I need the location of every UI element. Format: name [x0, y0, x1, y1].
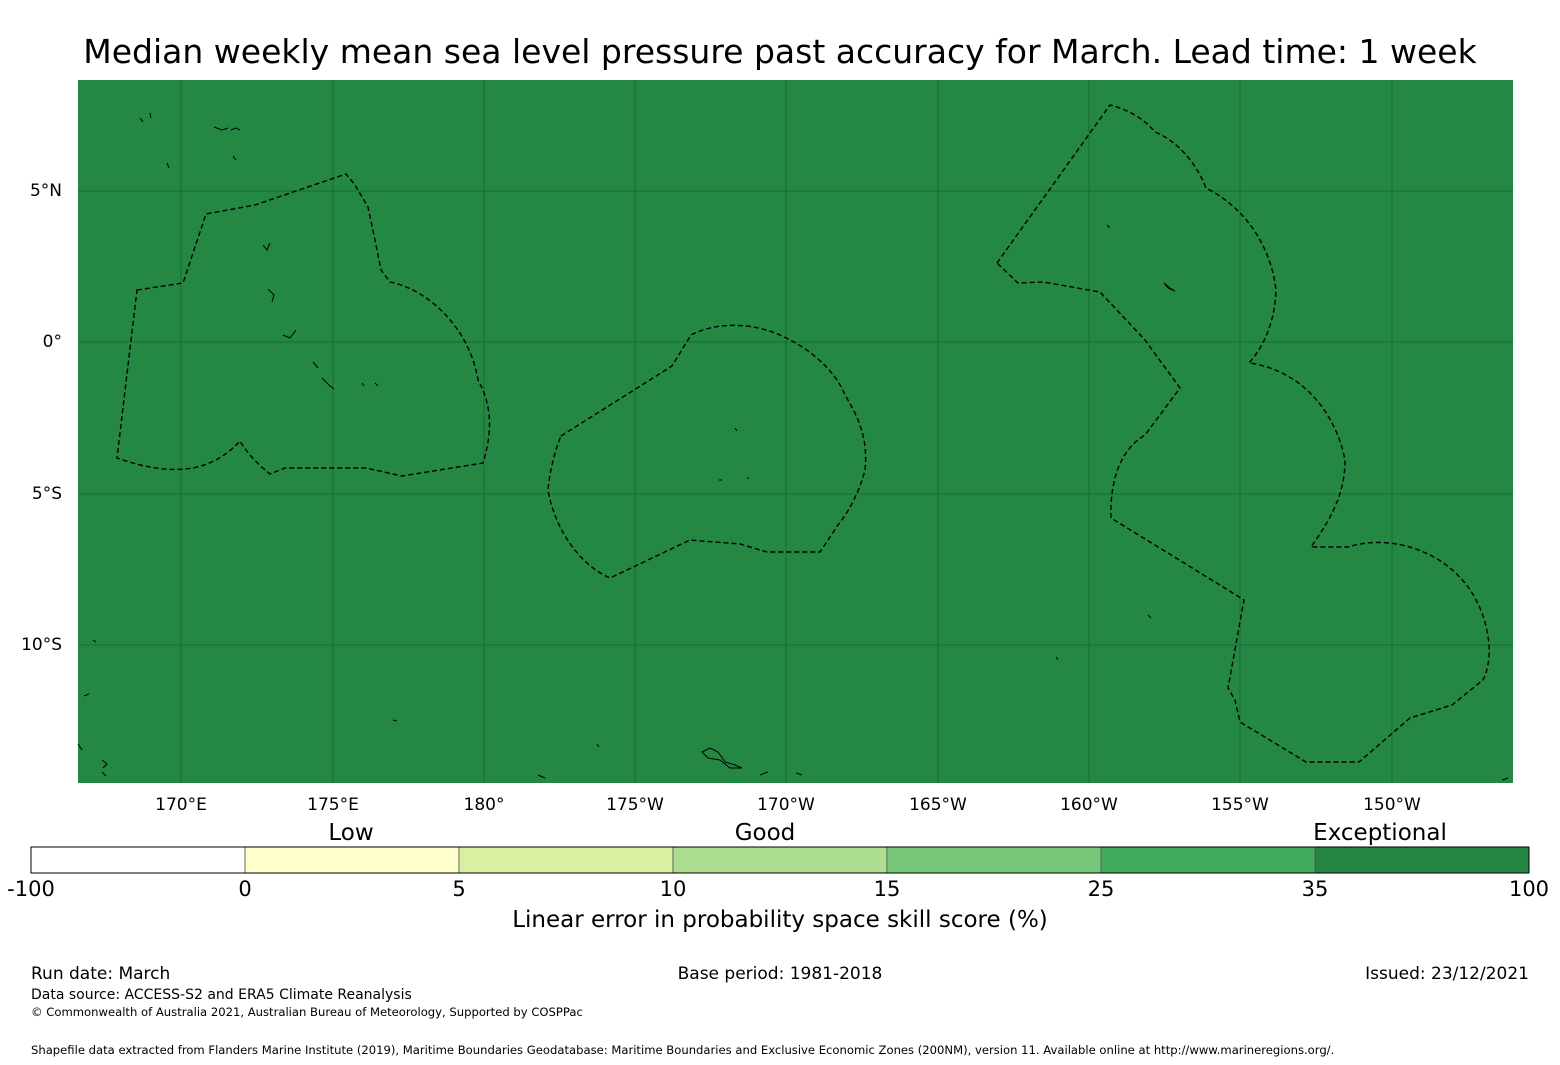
eez-line-islands — [996, 104, 1490, 763]
data-source-text: Data source: ACCESS-S2 and ERA5 Climate … — [31, 987, 412, 1003]
eez-kiribati-gilbert — [116, 173, 491, 477]
copyright-text: © Commonwealth of Australia 2021, Austra… — [31, 1005, 583, 1019]
colorbar-segment — [244, 846, 460, 874]
colorbar-segment — [1314, 846, 1530, 874]
colorbar-tick-label: 35 — [1301, 877, 1329, 901]
lon-label-165w: 165°W — [909, 795, 967, 815]
graticule-lines — [78, 80, 1513, 783]
lat-label-10s: 10°S — [21, 635, 62, 655]
colorbar-tick-label: 15 — [873, 877, 901, 901]
colorbar-segment — [886, 846, 1102, 874]
colorbar-frame — [30, 846, 1530, 874]
colorbar-tick-label: 5 — [452, 877, 466, 901]
colorbar-segment — [1100, 846, 1316, 874]
base-period-text: Base period: 1981-2018 — [677, 964, 883, 984]
eez-boundaries — [116, 104, 1490, 763]
lon-label-160w: 160°W — [1060, 795, 1118, 815]
colorbar — [30, 846, 1530, 874]
colorbar-tick-label: 0 — [238, 877, 252, 901]
colorbar-tick-label: 100 — [1508, 877, 1550, 901]
lon-label-170w: 170°W — [757, 795, 815, 815]
colorbar-segment — [672, 846, 888, 874]
eez-tokelau — [547, 324, 867, 579]
lat-label-5n: 5°N — [29, 181, 62, 201]
run-date-text: Run date: March — [31, 964, 171, 984]
lat-label-0: 0° — [42, 332, 62, 352]
colorbar-title: Linear error in probability space skill … — [512, 907, 1048, 933]
lon-label-155w: 155°W — [1211, 795, 1269, 815]
category-label-exceptional: Exceptional — [1313, 820, 1447, 846]
lon-label-180: 180° — [463, 795, 505, 815]
colorbar-tick-label: 25 — [1087, 877, 1115, 901]
map-panel — [77, 80, 1513, 783]
lat-label-5s: 5°S — [31, 484, 62, 504]
lon-label-170e: 170°E — [155, 795, 207, 815]
issued-date-text: Issued: 23/12/2021 — [1365, 964, 1529, 984]
shapefile-credit-text: Shapefile data extracted from Flanders M… — [31, 1043, 1335, 1057]
lon-label-175w: 175°W — [606, 795, 664, 815]
colorbar-tick-label: 10 — [659, 877, 687, 901]
category-label-good: Good — [734, 820, 796, 846]
colorbar-segment — [30, 846, 246, 874]
map-ocean-fill — [78, 80, 1513, 783]
coastlines — [77, 112, 1509, 781]
colorbar-tick-label: -100 — [7, 877, 55, 901]
colorbar-segment — [458, 846, 674, 874]
lon-label-175e: 175°E — [307, 795, 359, 815]
chart-title: Median weekly mean sea level pressure pa… — [83, 32, 1477, 71]
category-label-low: Low — [328, 820, 374, 846]
lon-label-150w: 150°W — [1363, 795, 1421, 815]
